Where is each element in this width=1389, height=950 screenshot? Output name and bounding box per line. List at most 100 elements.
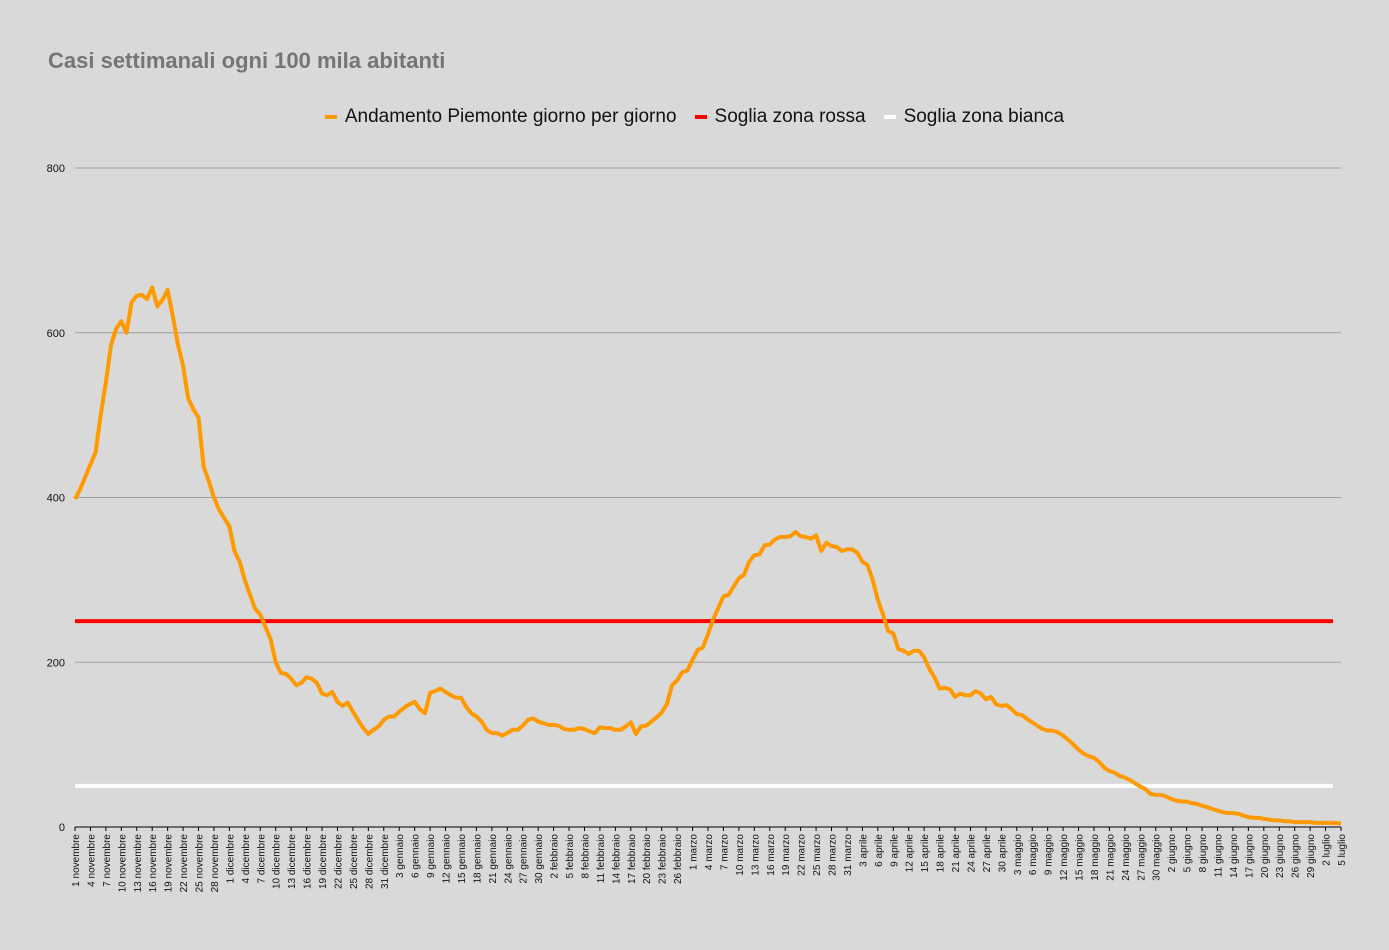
x-tick-label: 13 novembre bbox=[133, 834, 144, 893]
y-tick-label-200: 200 bbox=[47, 657, 65, 669]
legend-swatch-zona-bianca bbox=[883, 115, 896, 119]
y-tick-label-800: 800 bbox=[47, 163, 65, 175]
x-tick-label: 10 novembre bbox=[117, 834, 128, 893]
x-tick-label: 31 dicembre bbox=[380, 834, 391, 889]
series-layer bbox=[73, 285, 1342, 826]
x-tick-label: 28 dicembre bbox=[364, 834, 375, 889]
x-tick-label: 25 dicembre bbox=[349, 834, 360, 889]
x-tick-label: 3 gennaio bbox=[395, 834, 406, 878]
x-tick-label: 3 maggio bbox=[1013, 834, 1024, 876]
x-tick-label: 4 marzo bbox=[704, 834, 715, 871]
x-tick-label: 2 giugno bbox=[1167, 834, 1178, 873]
x-tick-label: 21 aprile bbox=[951, 834, 962, 873]
x-tick-label: 17 febbraio bbox=[627, 834, 638, 884]
x-tick-label: 30 aprile bbox=[997, 834, 1008, 873]
x-tick-label: 21 gennaio bbox=[488, 834, 499, 884]
x-tick-label: 18 aprile bbox=[936, 834, 947, 873]
x-tick-label: 2 luglio bbox=[1322, 834, 1333, 866]
x-tick-label: 16 novembre bbox=[148, 834, 159, 893]
x-tick-label: 25 marzo bbox=[812, 834, 823, 876]
x-tick-label: 20 giugno bbox=[1260, 834, 1271, 878]
x-tick-label: 13 dicembre bbox=[287, 834, 298, 889]
x-tick-label: 16 marzo bbox=[766, 834, 777, 876]
x-tick-label: 24 aprile bbox=[966, 834, 977, 873]
legend-label-zona-rossa: Soglia zona rossa bbox=[714, 106, 866, 127]
x-tick-label: 10 marzo bbox=[735, 834, 746, 876]
x-tick-label: 17 giugno bbox=[1244, 834, 1255, 878]
x-tick-label: 19 dicembre bbox=[318, 834, 329, 889]
legend-item-zona-rossa: Soglia zona rossa bbox=[694, 106, 866, 128]
x-tick-label: 22 novembre bbox=[179, 834, 190, 893]
x-tick-label: 20 febbraio bbox=[642, 834, 653, 884]
x-tick-label: 11 giugno bbox=[1213, 834, 1224, 878]
legend-item-zona-bianca: Soglia zona bianca bbox=[883, 106, 1065, 128]
x-tick-label: 29 giugno bbox=[1306, 834, 1317, 878]
x-tick-label: 16 dicembre bbox=[303, 834, 314, 889]
x-tick-label: 1 novembre bbox=[71, 834, 82, 887]
x-tick-label: 21 maggio bbox=[1105, 834, 1116, 881]
x-tick-label: 5 giugno bbox=[1183, 834, 1194, 873]
x-tick-label: 6 gennaio bbox=[411, 834, 422, 878]
x-tick-label: 15 maggio bbox=[1075, 834, 1086, 881]
x-tick-label: 24 maggio bbox=[1121, 834, 1132, 881]
x-tick-label: 30 gennaio bbox=[534, 834, 545, 884]
x-tick-label: 22 marzo bbox=[797, 834, 808, 876]
y-tick-label-600: 600 bbox=[47, 328, 65, 340]
x-tick-label: 7 marzo bbox=[719, 834, 730, 871]
x-tick-label: 27 maggio bbox=[1136, 834, 1147, 881]
x-tick-label: 4 novembre bbox=[86, 834, 97, 887]
y-tick-labels: 0 200 400 600 800 bbox=[47, 163, 65, 834]
x-tick-label: 23 febbraio bbox=[658, 834, 669, 884]
x-tick-label: 7 novembre bbox=[102, 834, 113, 887]
x-tick-label: 5 febbraio bbox=[565, 834, 576, 879]
x-tick-label: 19 novembre bbox=[164, 834, 175, 893]
series-andamento-line bbox=[73, 285, 1342, 826]
x-tick-label: 18 maggio bbox=[1090, 834, 1101, 881]
x-tick-label: 12 maggio bbox=[1059, 834, 1070, 881]
x-tick-label: 22 dicembre bbox=[333, 834, 344, 889]
x-tick-label: 26 febbraio bbox=[673, 834, 684, 884]
x-tick-label: 24 gennaio bbox=[503, 834, 514, 884]
x-tick-label: 8 giugno bbox=[1198, 834, 1209, 873]
x-tick-label: 14 febbraio bbox=[611, 834, 622, 884]
x-tick-label: 2 febbraio bbox=[550, 834, 561, 879]
legend-label-andamento: Andamento Piemonte giorno per giorno bbox=[344, 106, 677, 127]
x-tick-label: 4 dicembre bbox=[241, 834, 252, 884]
x-tick-labels: 1 novembre 4 novembre 7 novembre 10 novembr… bbox=[71, 827, 1348, 892]
x-tick-label: 27 aprile bbox=[982, 834, 993, 873]
x-tick-label: 12 aprile bbox=[905, 834, 916, 873]
legend-label-zona-bianca: Soglia zona bianca bbox=[903, 106, 1065, 127]
x-tick-label: 9 maggio bbox=[1044, 834, 1055, 876]
x-tick-label: 13 marzo bbox=[750, 834, 761, 876]
x-tick-label: 26 giugno bbox=[1291, 834, 1302, 878]
x-tick-label: 15 gennaio bbox=[457, 834, 468, 884]
x-tick-label: 7 dicembre bbox=[256, 834, 267, 884]
x-tick-label: 6 maggio bbox=[1028, 834, 1039, 876]
x-tick-label: 3 aprile bbox=[858, 834, 869, 867]
x-tick-label: 31 marzo bbox=[843, 834, 854, 876]
x-tick-label: 14 giugno bbox=[1229, 834, 1240, 878]
x-tick-label: 23 giugno bbox=[1275, 834, 1286, 878]
y-tick-label-0: 0 bbox=[59, 822, 65, 834]
x-tick-label: 11 febbraio bbox=[596, 834, 607, 884]
x-tick-label: 25 novembre bbox=[195, 834, 206, 893]
x-tick-label: 18 gennaio bbox=[472, 834, 483, 884]
x-tick-label: 19 marzo bbox=[781, 834, 792, 876]
x-tick-label: 10 dicembre bbox=[272, 834, 283, 889]
x-tick-label: 15 aprile bbox=[920, 834, 931, 873]
x-tick-label: 28 marzo bbox=[828, 834, 839, 876]
x-tick-label: 30 maggio bbox=[1152, 834, 1163, 881]
x-tick-label: 1 dicembre bbox=[225, 834, 236, 884]
legend-item-andamento: Andamento Piemonte giorno per giorno bbox=[324, 106, 677, 128]
x-tick-label: 5 luglio bbox=[1337, 834, 1348, 866]
grid-layer bbox=[75, 167, 1341, 828]
x-tick-label: 9 aprile bbox=[889, 834, 900, 867]
x-tick-label: 9 gennaio bbox=[426, 834, 437, 878]
legend-swatch-zona-rossa bbox=[694, 115, 707, 119]
chart-title: Casi settimanali ogni 100 mila abitanti bbox=[48, 48, 446, 73]
x-tick-label: 8 febbraio bbox=[580, 834, 591, 879]
x-tick-label: 27 gennaio bbox=[519, 834, 530, 884]
x-tick-label: 12 gennaio bbox=[442, 834, 453, 884]
legend: Andamento Piemonte giorno per giorno Sog… bbox=[0, 106, 1389, 128]
